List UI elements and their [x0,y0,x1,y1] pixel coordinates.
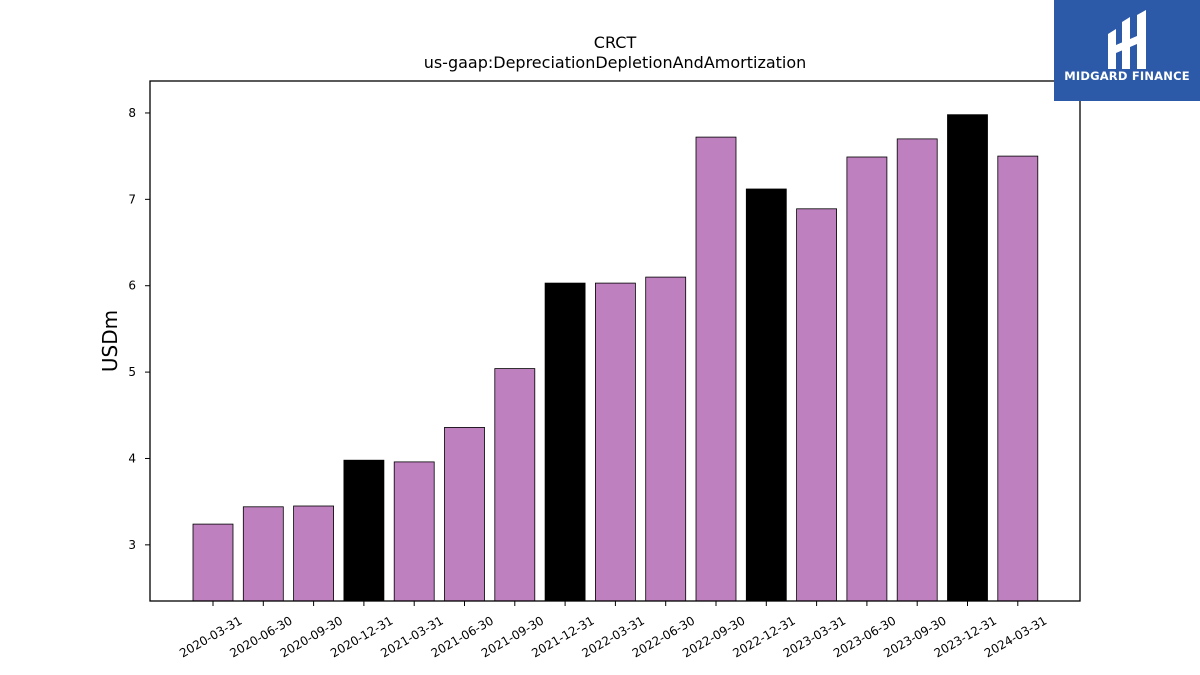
y-tick-label: 4 [128,451,136,465]
bars [192,114,1039,602]
bar-2023-06-30 [846,156,888,602]
chart-title: CRCT [594,33,637,52]
bar-2021-09-30 [494,368,536,602]
chart-subtitle: us-gaap:DepreciationDepletionAndAmortiza… [424,53,807,72]
bar-2022-06-30 [645,276,687,602]
y-axis-label: USDm [98,310,122,372]
bar-2023-12-31 [947,114,988,602]
bar-2022-12-31 [745,188,787,602]
bar-2021-06-30 [444,426,485,602]
y-tick-label: 7 [128,192,136,206]
bar-2020-12-31 [343,459,385,602]
bar-2023-03-31 [796,208,837,602]
brand-logo: MIDGARD FINANCE [1054,0,1200,101]
bar-2020-03-31 [192,523,234,602]
bar-2022-09-30 [695,136,737,602]
plot-frame [149,80,1081,602]
y-axis: 3 4 5 6 7 8 [128,106,150,552]
bar-2020-09-30 [293,505,335,602]
bar-2020-06-30 [242,506,284,602]
x-axis: 2020-03-312020-06-302020-09-302020-12-31… [177,601,1049,660]
bar-2021-03-31 [393,461,435,602]
logo-text: MIDGARD FINANCE [1064,69,1190,83]
y-tick-label: 8 [128,106,136,120]
y-tick-label: 5 [128,365,136,379]
logo-mark-icon [1108,10,1146,69]
bar-2021-12-31 [544,282,586,602]
bar-2022-03-31 [595,282,636,602]
y-tick-label: 3 [128,538,136,552]
y-tick-label: 6 [128,279,136,293]
bar-2024-03-31 [997,155,1039,602]
bar-2023-09-30 [896,138,938,602]
